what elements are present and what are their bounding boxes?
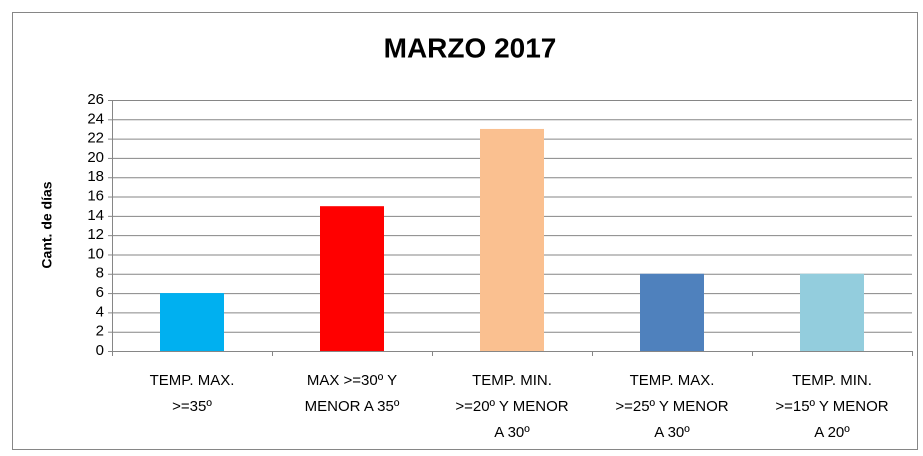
x-tick-label-line: MENOR A 35º (305, 398, 400, 415)
chart-frame (12, 12, 918, 450)
x-tick-label-line: TEMP. MAX. (630, 372, 715, 389)
x-tick-label-line: A 30º (494, 424, 530, 441)
bar (800, 273, 864, 351)
bar (320, 206, 384, 351)
x-tick-label-line: >=20º Y MENOR (455, 398, 568, 415)
y-axis-label: Cant. de días (39, 181, 55, 268)
bar (480, 128, 544, 351)
x-tick-label-line: A 30º (654, 424, 690, 441)
x-tick-label-line: TEMP. MIN. (472, 372, 552, 389)
y-tick-label: 6 (96, 284, 104, 301)
x-tick-label-line: >=15º Y MENOR (775, 398, 888, 415)
x-tick-label: TEMP. MAX. >=25º Y MENOR A 30º (615, 372, 728, 441)
bar (160, 293, 224, 351)
y-tick-label: 22 (87, 130, 104, 147)
x-tick-label: TEMP. MIN. >=15º Y MENOR A 20º (775, 372, 888, 441)
x-tick-label-line: A 20º (814, 424, 850, 441)
y-tick-label: 26 (87, 91, 104, 108)
x-tick-label-line: TEMP. MIN. (792, 372, 872, 389)
y-tick-label: 14 (87, 207, 104, 224)
y-tick-label: 0 (96, 342, 104, 359)
x-tick-label: TEMP. MAX. >=35º (150, 372, 235, 415)
x-tick-label-line: MAX >=30º Y (307, 372, 397, 389)
x-tick-label-line: >=35º (172, 398, 212, 415)
x-tick-label-line: TEMP. MAX. (150, 372, 235, 389)
x-tick-label: MAX >=30º Y MENOR A 35º (305, 372, 400, 415)
x-tick-label: TEMP. MIN. >=20º Y MENOR A 30º (455, 372, 568, 441)
x-tick-label-line: >=25º Y MENOR (615, 398, 728, 415)
y-tick-label: 12 (87, 226, 104, 243)
y-tick-label: 20 (87, 149, 104, 166)
y-tick-label: 16 (87, 188, 104, 205)
y-tick-label: 24 (87, 110, 104, 127)
y-tick-label: 8 (96, 265, 104, 282)
y-tick-label: 4 (96, 303, 104, 320)
bar (640, 273, 704, 351)
y-tick-label: 10 (87, 245, 104, 262)
chart-title: MARZO 2017 (384, 32, 557, 63)
y-tick-label: 2 (96, 323, 104, 340)
y-tick-label: 18 (87, 168, 104, 185)
